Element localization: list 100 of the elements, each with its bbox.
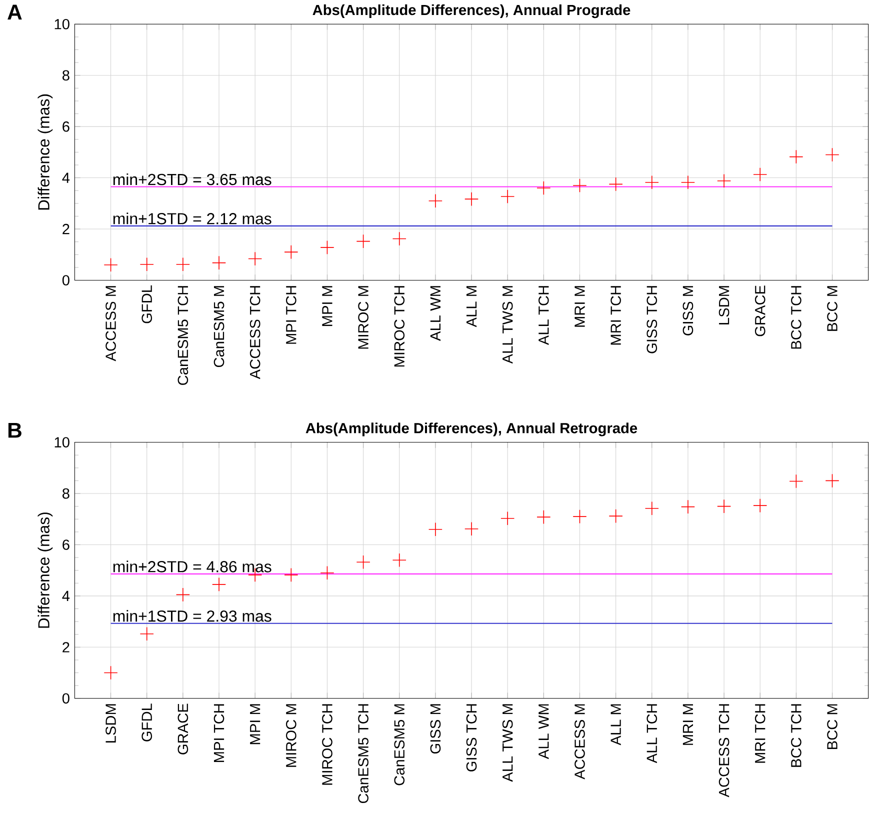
point (428, 194, 442, 208)
ref-line-label: min+1STD = 2.93 mas (113, 610, 272, 622)
x-tick-label: ALL TWS M (502, 286, 513, 364)
point (464, 522, 479, 536)
x-tick-label: ALL M (466, 286, 477, 327)
point (320, 566, 334, 580)
point (608, 176, 623, 192)
point (753, 498, 768, 512)
point (500, 511, 515, 526)
point (536, 180, 551, 195)
x-tick-label: CanESM5 TCH (358, 704, 368, 803)
x-tick-label: CanESM5 TCH (178, 286, 188, 385)
point (140, 257, 154, 272)
y-tick-label: 2 (62, 642, 70, 652)
x-tick-label: ALL WM (430, 286, 440, 341)
point (356, 234, 370, 248)
point (680, 500, 696, 514)
x-tick-label: ACCESS M (574, 704, 585, 780)
x-tick-label: ACCESS TCH (250, 286, 260, 379)
x-tick-label: GRACE (178, 704, 188, 754)
x-tick-label: LSDM (106, 704, 116, 742)
x-tick-label: ALL WM (538, 704, 549, 759)
point (140, 626, 154, 641)
x-tick-label: GRACE (754, 285, 766, 336)
x-tick-label: ALL TCH (646, 704, 658, 763)
point (680, 175, 696, 190)
ref-line-label: min+2STD = 4.86 mas (113, 560, 272, 572)
y-tick-label: 10 (54, 436, 70, 448)
x-tick-label: BCC M (827, 704, 838, 749)
point (716, 174, 732, 188)
x-tick-label: BCC TCH (791, 286, 802, 348)
point (248, 251, 262, 266)
x-tick-label: GISS TCH (646, 286, 658, 354)
x-tick-label: ACCESS M (106, 286, 116, 362)
y-tick-label: 8 (62, 70, 70, 80)
point (104, 666, 118, 680)
x-tick-label: LSDM (718, 286, 730, 324)
y-tick-label: 4 (62, 172, 70, 183)
point (572, 509, 587, 524)
point (608, 508, 623, 523)
x-tick-label: MPI TCH (214, 704, 224, 762)
point (716, 499, 732, 514)
point (825, 147, 840, 162)
x-tick-label: GISS M (430, 704, 441, 754)
x-tick-label: ALL TWS M (502, 704, 513, 782)
point (104, 258, 118, 272)
point (536, 510, 551, 524)
x-tick-label: MRI M (574, 286, 585, 327)
x-tick-label: GFDL (142, 285, 152, 323)
x-tick-label: MIROC TCH (322, 704, 332, 784)
point (644, 501, 659, 516)
point (284, 568, 298, 582)
x-tick-label: MRI TCH (610, 286, 621, 344)
x-tick-label: CanESM5 M (394, 704, 405, 785)
point (392, 231, 406, 246)
x-tick-label: ACCESS TCH (718, 704, 730, 798)
y-tick-label: 8 (62, 488, 70, 498)
point (500, 189, 515, 204)
point (644, 175, 659, 190)
point (212, 577, 226, 592)
point (789, 474, 804, 488)
chart-title: Abs(Amplitude Differences), Annual Retrograde (306, 422, 638, 436)
x-tick-label: CanESM5 M (214, 286, 224, 367)
x-tick-label: GISS TCH (466, 704, 477, 772)
point (284, 244, 298, 259)
x-tick-label: BCC M (827, 286, 838, 331)
x-tick-label: MPI TCH (286, 286, 296, 344)
y-tick-label: 10 (54, 18, 70, 30)
y-axis-title: Difference (mas) (38, 512, 53, 628)
point (825, 473, 840, 488)
ref-line-label: min+2STD = 3.65 mas (113, 173, 272, 185)
point (428, 522, 442, 536)
y-tick-label: 0 (62, 274, 70, 286)
x-tick-label: MPI M (322, 286, 332, 326)
text: A (8, 4, 22, 20)
y-tick-label: 0 (62, 693, 70, 704)
point (464, 192, 479, 206)
x-tick-label: MRI M (682, 704, 693, 745)
point (176, 257, 190, 272)
chart-title: Abs(Amplitude Differences), Annual Prograde (312, 4, 630, 18)
point (320, 240, 334, 254)
x-tick-label: MIROC M (358, 286, 368, 348)
y-axis-title: Difference (mas) (38, 94, 53, 210)
x-tick-label: GISS M (682, 286, 694, 336)
x-tick-label: ALL M (610, 704, 621, 746)
y-tick-label: 6 (62, 121, 70, 132)
x-tick-label: MIROC TCH (394, 286, 405, 366)
ref-line-label: min+1STD = 2.12 mas (113, 212, 272, 224)
x-tick-label: MRI TCH (754, 704, 766, 763)
point (392, 552, 406, 567)
x-tick-label: BCC TCH (791, 704, 802, 767)
y-tick-label: 4 (62, 590, 70, 601)
point (356, 554, 370, 569)
y-tick-label: 6 (62, 539, 70, 550)
point (176, 587, 190, 602)
x-tick-label: MPI M (250, 704, 260, 744)
point (753, 167, 768, 182)
x-tick-label: GFDL (142, 703, 152, 742)
x-tick-label: MIROC M (286, 704, 296, 767)
x-tick-label: ALL TCH (538, 286, 549, 345)
